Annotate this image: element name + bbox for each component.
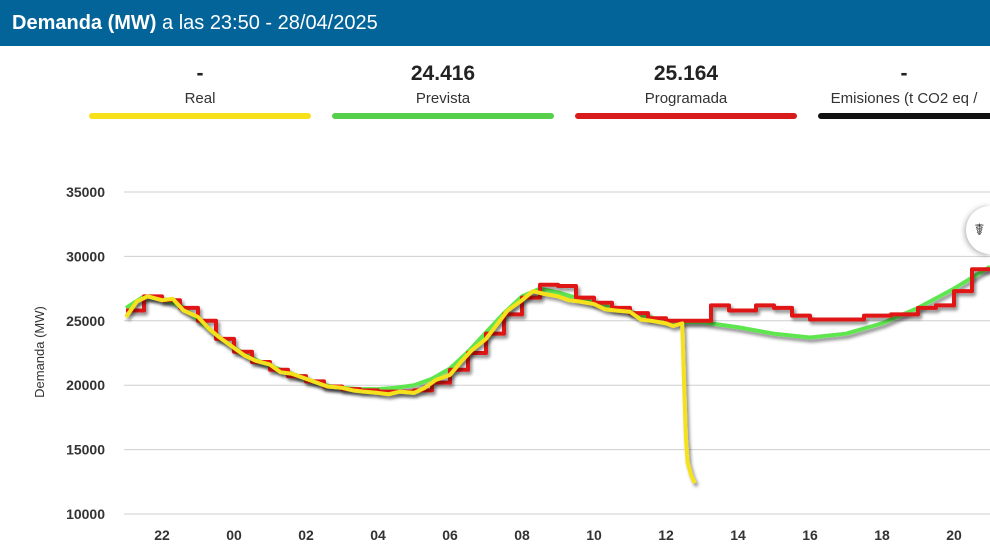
- x-tick-label: 16: [802, 527, 818, 543]
- header-title-bold: Demanda (MW): [12, 12, 157, 34]
- x-tick-label: 18: [874, 527, 890, 543]
- y-tick-label: 10000: [66, 506, 105, 522]
- x-tick-label: 08: [514, 527, 530, 543]
- card-programada[interactable]: 25.164 Programada: [575, 62, 797, 119]
- chart-tool-icon: ☤: [974, 222, 985, 239]
- y-tick-label: 20000: [66, 377, 105, 393]
- x-tick-label: 12: [658, 527, 674, 543]
- header-title-rest: a las 23:50 - 28/04/2025: [156, 12, 378, 34]
- x-tick-label: 02: [298, 527, 314, 543]
- y-tick-label: 15000: [66, 442, 105, 458]
- y-axis-label: Demanda (MW): [32, 306, 47, 398]
- legend-bar-programada: [575, 113, 797, 119]
- card-label: Prevista: [415, 90, 471, 107]
- x-tick-label: 14: [730, 527, 746, 543]
- card-label: Real: [184, 90, 216, 107]
- card-value: 25.164: [653, 62, 719, 85]
- card-real[interactable]: - Real: [89, 62, 311, 119]
- card-value: 24.416: [410, 62, 476, 85]
- card-label: Emisiones (t CO2 eq /: [830, 90, 978, 107]
- legend-bar-emisiones: [818, 113, 990, 119]
- chart-header: Demanda (MW) a las 23:50 - 28/04/2025: [0, 0, 990, 46]
- card-emisiones[interactable]: - Emisiones (t CO2 eq /: [818, 62, 990, 119]
- y-tick-label: 35000: [66, 184, 105, 200]
- x-tick-label: 22: [154, 527, 170, 543]
- card-value: -: [900, 62, 908, 85]
- x-tick-label: 00: [226, 527, 242, 543]
- card-value: -: [196, 62, 204, 85]
- legend-bar-prevista: [332, 113, 554, 119]
- legend-bar-real: [89, 113, 311, 119]
- x-tick-label: 20: [946, 527, 962, 543]
- x-tick-label: 04: [370, 527, 386, 543]
- card-label: Programada: [644, 90, 728, 107]
- y-tick-label: 30000: [66, 248, 105, 264]
- card-prevista[interactable]: 24.416 Prevista: [332, 62, 554, 119]
- y-tick-label: 25000: [66, 313, 105, 329]
- x-tick-label: 10: [586, 527, 602, 543]
- series-line-real: [124, 289, 697, 484]
- x-tick-label: 06: [442, 527, 458, 543]
